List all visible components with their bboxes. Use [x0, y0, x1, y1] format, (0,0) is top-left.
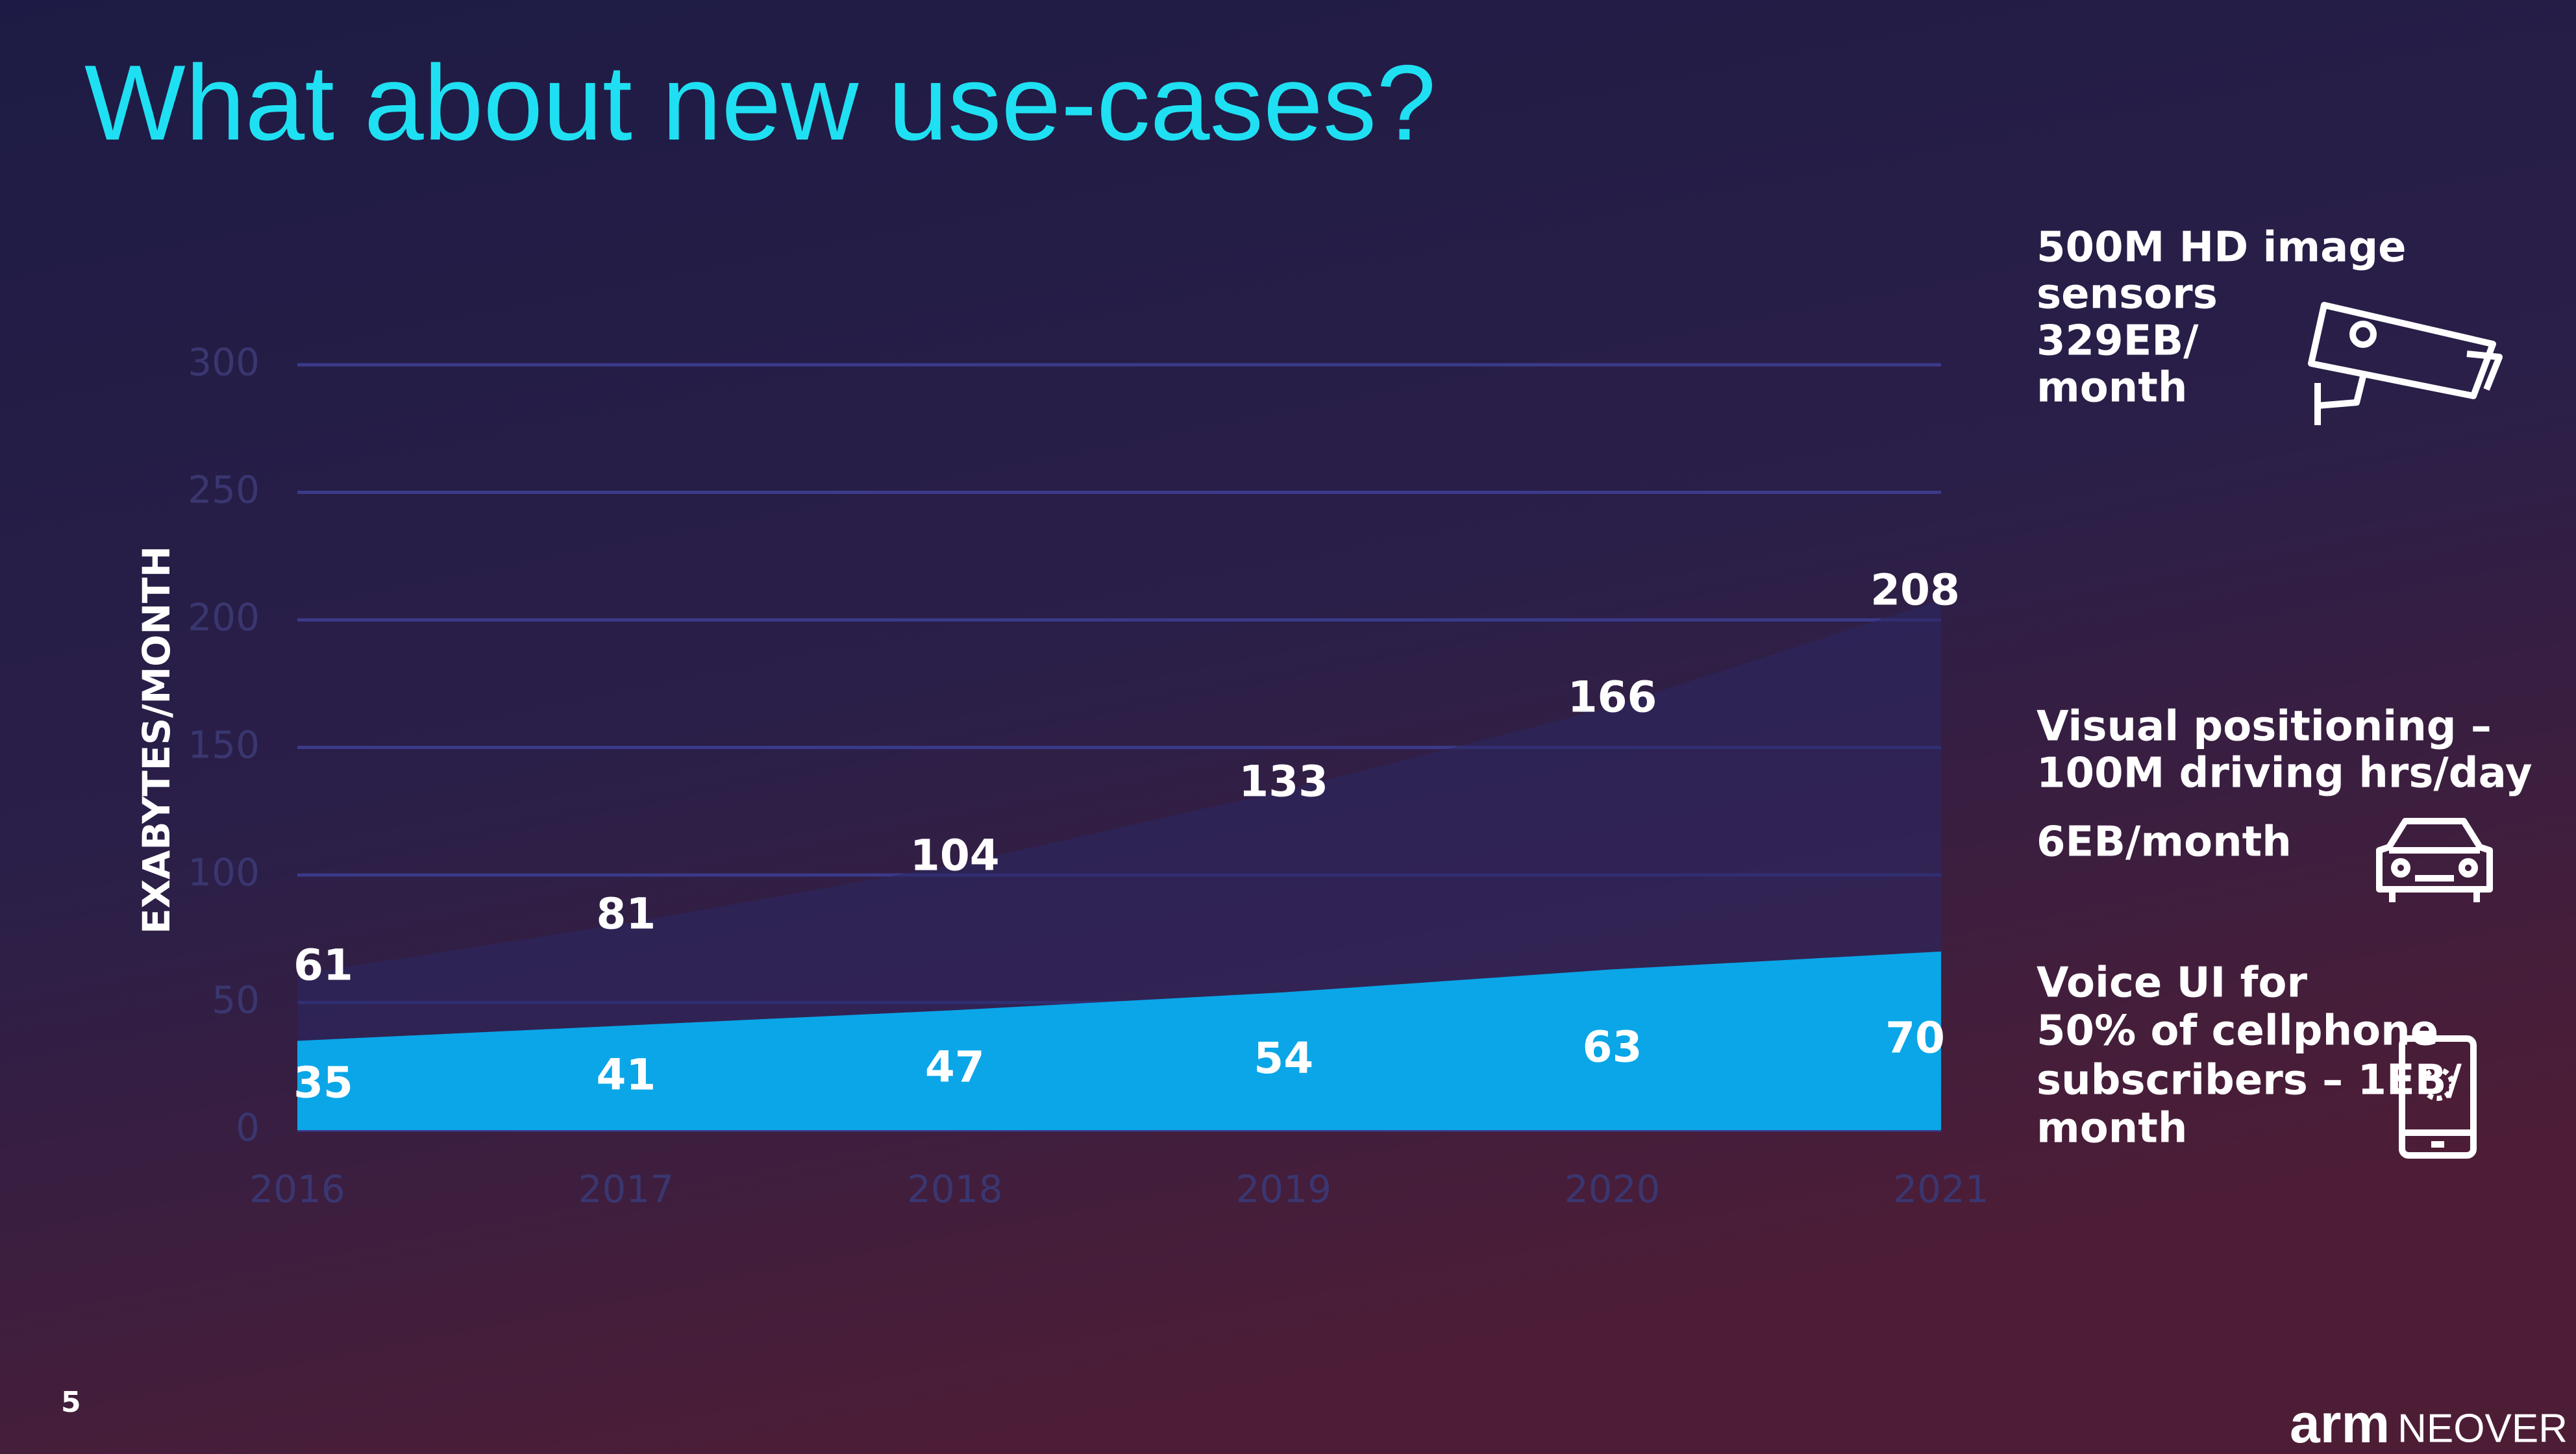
- annotation-line: 50% of cellphone: [2037, 1007, 2438, 1055]
- data-label: 63: [1583, 1022, 1642, 1072]
- y-tick-label: 200: [188, 595, 260, 639]
- annotation-line: month: [2037, 364, 2187, 412]
- x-tick-label: 2018: [907, 1167, 1003, 1211]
- page-number: 5: [61, 1386, 81, 1419]
- data-label: 70: [1885, 1013, 1945, 1063]
- slide-title: What about new use-cases?: [84, 43, 1436, 162]
- data-label: 35: [293, 1057, 353, 1107]
- data-label: 54: [1254, 1033, 1313, 1083]
- x-tick-label: 2021: [1893, 1167, 1989, 1211]
- annotation-line: 6EB/month: [2037, 819, 2292, 867]
- y-axis-label: EXABYTES/MONTH: [134, 546, 179, 934]
- brand-product: NEOVER: [2397, 1406, 2568, 1451]
- y-tick-label: 150: [188, 723, 260, 767]
- annotation-line: 100M driving hrs/day: [2037, 750, 2533, 798]
- area: [297, 951, 1941, 1130]
- data-label: 166: [1568, 672, 1657, 722]
- data-label: 41: [596, 1050, 656, 1100]
- y-tick-label: 100: [188, 850, 260, 894]
- x-tick-label: 2017: [578, 1167, 675, 1211]
- annotation-line: subscribers – 1EB/: [2037, 1057, 2462, 1105]
- camera-icon: [2308, 302, 2503, 425]
- y-tick-label: 250: [188, 468, 260, 512]
- phone-icon: [2399, 1035, 2477, 1159]
- annotation-line: sensors: [2037, 271, 2218, 319]
- annotation-line: 500M HD image: [2037, 224, 2407, 272]
- annotation-line: Visual positioning –: [2037, 703, 2492, 751]
- y-tick-label: 300: [188, 340, 260, 384]
- brand-logo: arm: [2290, 1393, 2390, 1454]
- data-label: 47: [925, 1042, 985, 1092]
- annotation-line: Voice UI for: [2037, 959, 2307, 1007]
- data-label: 133: [1239, 756, 1328, 806]
- x-tick-label: 2019: [1235, 1167, 1331, 1211]
- data-label: 61: [293, 940, 353, 990]
- data-label: 81: [596, 889, 656, 939]
- x-tick-label: 2020: [1565, 1167, 1661, 1211]
- data-label: 208: [1870, 565, 1960, 615]
- car-icon: [2376, 818, 2493, 902]
- y-tick-label: 50: [212, 978, 260, 1022]
- y-tick-label: 0: [236, 1105, 260, 1150]
- data-label: 104: [910, 830, 1000, 880]
- annotation-line: month: [2037, 1105, 2187, 1153]
- x-tick-label: 2016: [249, 1167, 345, 1211]
- annotation-line: 329EB/: [2037, 317, 2199, 365]
